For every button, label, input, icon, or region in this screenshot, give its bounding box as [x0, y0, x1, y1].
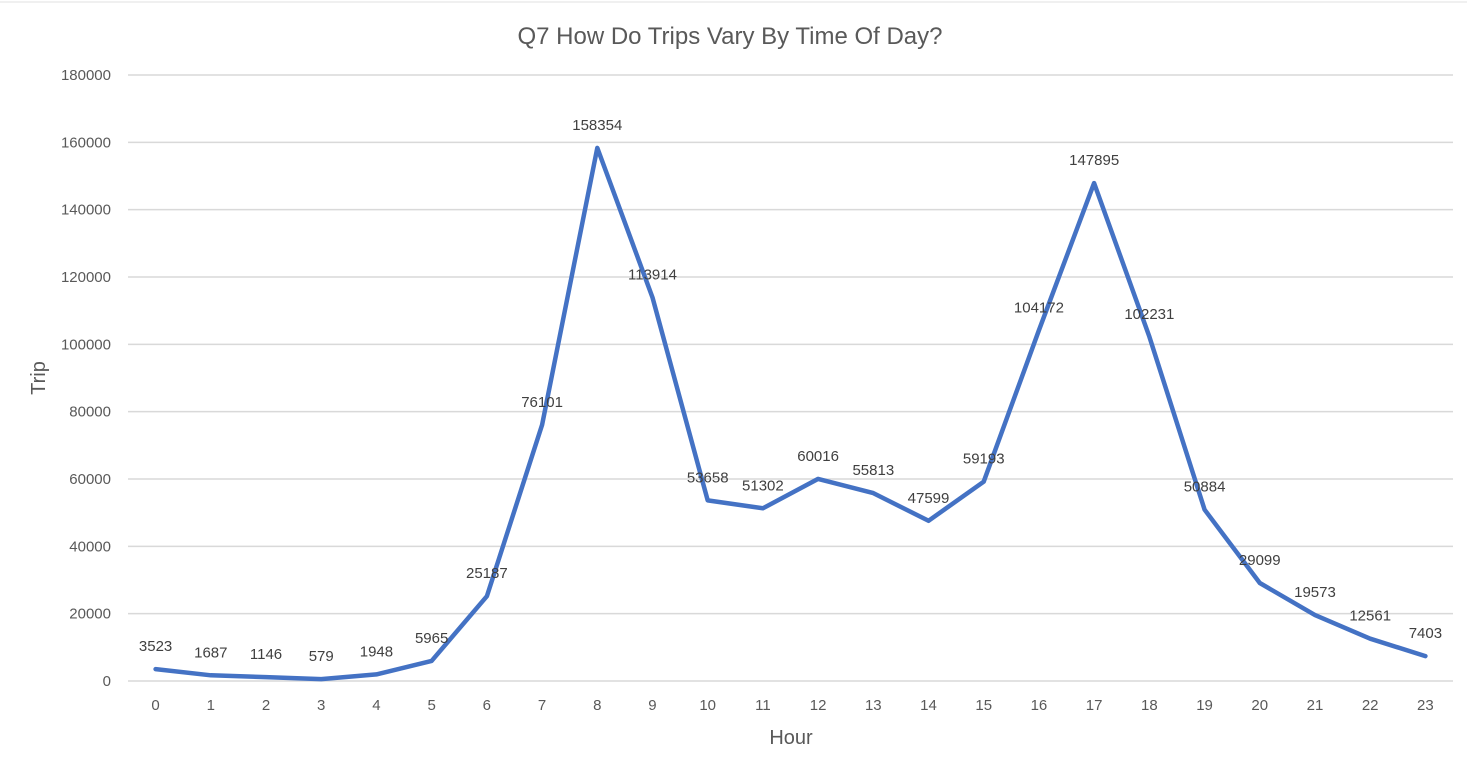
y-tick-label: 60000 [69, 471, 111, 488]
data-label: 12561 [1349, 608, 1391, 625]
x-tick-label: 19 [1196, 697, 1213, 714]
x-tick-label: 5 [427, 697, 435, 714]
y-tick-label: 80000 [69, 404, 111, 421]
y-tick-label: 0 [103, 673, 111, 690]
x-tick-label: 9 [648, 697, 656, 714]
x-tick-label: 2 [262, 697, 270, 714]
data-label: 50884 [1184, 479, 1226, 496]
y-tick-label: 20000 [69, 606, 111, 623]
x-tick-label: 12 [810, 697, 827, 714]
x-tick-label: 7 [538, 697, 546, 714]
x-tick-label: 17 [1086, 697, 1103, 714]
x-tick-label: 0 [151, 697, 159, 714]
data-label: 158354 [572, 117, 622, 134]
data-label: 104172 [1014, 299, 1064, 316]
y-tick-label: 100000 [61, 336, 111, 353]
series-line [153, 145, 1428, 682]
y-tick-label: 120000 [61, 269, 111, 286]
gridlines [128, 74, 1453, 682]
series-line-group [153, 145, 1428, 682]
data-labels: 3523 1687 1146 579 1948 5965 25187 76101 158354 1… [139, 117, 1442, 665]
data-label: 113914 [628, 266, 677, 283]
x-axis-ticks: 0 1 2 3 4 5 6 7 8 9 10 11 12 13 14 15 16 17 18 19 20 21 22 23 [151, 697, 1433, 714]
x-tick-label: 4 [372, 697, 380, 714]
y-tick-label: 160000 [61, 134, 111, 151]
data-label: 5965 [415, 630, 448, 647]
x-tick-label: 15 [975, 697, 992, 714]
data-label: 55813 [852, 462, 894, 479]
data-label: 29099 [1239, 552, 1281, 569]
x-tick-label: 22 [1362, 697, 1379, 714]
x-tick-label: 8 [593, 697, 601, 714]
x-tick-label: 14 [920, 697, 937, 714]
data-label: 47599 [908, 490, 950, 507]
data-label: 1687 [194, 644, 227, 661]
data-label: 59193 [963, 451, 1005, 468]
x-tick-label: 16 [1031, 697, 1048, 714]
data-label: 19573 [1294, 584, 1336, 601]
data-label: 25187 [466, 565, 508, 582]
data-label: 53658 [687, 469, 729, 486]
data-label: 7403 [1409, 625, 1442, 642]
y-axis-title: Trip [28, 361, 50, 395]
data-label: 76101 [521, 394, 563, 411]
data-label: 3523 [139, 638, 172, 655]
x-tick-label: 11 [755, 697, 771, 714]
data-label: 60016 [797, 448, 839, 465]
data-label: 1948 [360, 643, 393, 660]
x-tick-label: 21 [1307, 697, 1324, 714]
y-tick-label: 140000 [61, 202, 111, 219]
y-tick-label: 180000 [61, 67, 111, 84]
chart-title: Q7 How Do Trips Vary By Time Of Day? [517, 23, 942, 50]
x-tick-label: 3 [317, 697, 325, 714]
x-tick-label: 1 [207, 697, 215, 714]
x-tick-label: 6 [483, 697, 491, 714]
data-label: 1146 [250, 646, 282, 663]
x-tick-label: 23 [1417, 697, 1434, 714]
x-tick-label: 10 [699, 697, 716, 714]
y-tick-label: 40000 [69, 538, 111, 555]
data-label: 579 [309, 648, 334, 665]
x-tick-label: 18 [1141, 697, 1158, 714]
data-label: 102231 [1124, 306, 1174, 323]
x-axis-title: Hour [769, 727, 813, 749]
y-axis-ticks: 0 20000 40000 60000 80000 100000 120000 140000 1… [61, 67, 111, 690]
x-tick-label: 20 [1251, 697, 1268, 714]
x-tick-label: 13 [865, 697, 882, 714]
data-label: 147895 [1069, 152, 1119, 169]
data-label: 51302 [742, 477, 784, 494]
